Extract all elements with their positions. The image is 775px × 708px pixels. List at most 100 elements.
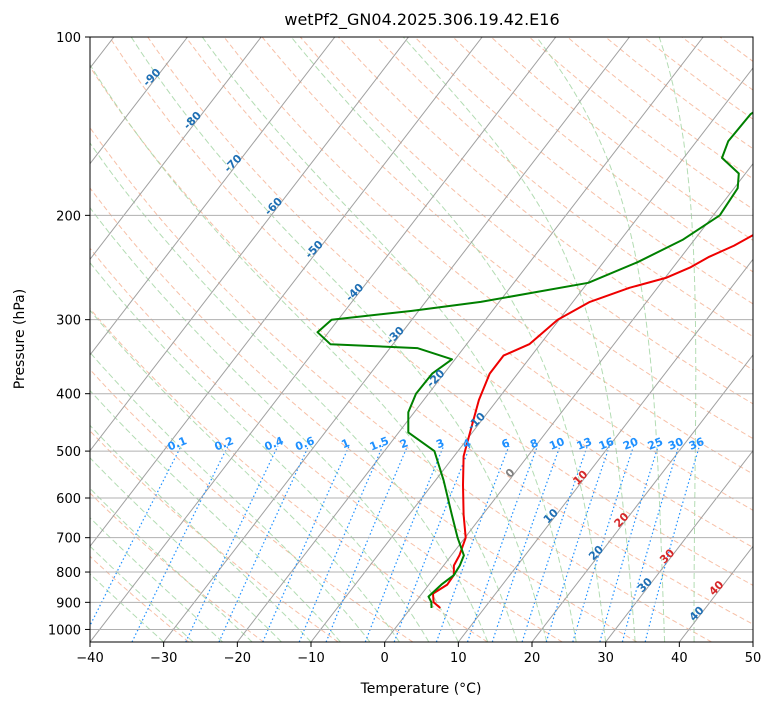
mixing-ratio-line	[491, 445, 561, 642]
mixing-ratio-line	[599, 445, 659, 642]
x-tick-label: 20	[524, 651, 541, 666]
isotherm-label: -70	[221, 152, 244, 175]
y-axis-label: Pressure (hPa)	[12, 289, 28, 389]
mixing-ratio-line	[393, 445, 471, 642]
dry-adiabat-line	[376, 37, 753, 338]
isotherm-label: -90	[140, 66, 163, 89]
isotherm-line	[90, 37, 483, 548]
mixing-ratio-label: 6	[500, 436, 512, 451]
dry-adiabat-line	[90, 492, 264, 642]
isotherm-line	[90, 37, 262, 261]
x-tick-label: 50	[745, 651, 762, 666]
y-tick-label: 800	[56, 566, 81, 581]
mixing-ratio-line	[325, 445, 409, 642]
moist-adiabat-line	[402, 37, 636, 642]
moist-adiabat-line	[201, 37, 577, 642]
moist-adiabat-line	[90, 206, 459, 642]
isotherm-label: 40	[687, 604, 707, 624]
y-tick-label: 700	[56, 532, 81, 547]
moist-adiabat-line	[90, 517, 223, 642]
dry-adiabat-line	[299, 37, 753, 405]
x-tick-label: −30	[150, 651, 177, 666]
mixing-ratio-label: 3	[434, 436, 446, 451]
dry-adiabat-line	[90, 126, 712, 642]
isotherm-label: -10	[465, 410, 488, 433]
moist-adiabat-line	[90, 63, 518, 642]
y-tick-label: 100	[56, 31, 81, 46]
y-tick-label: 1000	[48, 623, 81, 638]
x-tick-label: 40	[671, 651, 688, 666]
x-tick-label: 10	[450, 651, 467, 666]
mixing-ratio-line	[131, 445, 229, 642]
mixing-ratio-label: 1	[340, 436, 352, 451]
moist-adiabat-line	[90, 457, 282, 642]
x-axis: −40 −30 −20 −10 0 10 20 30 40 50	[76, 642, 761, 666]
x-tick-label: 30	[597, 651, 614, 666]
isotherm-label: -50	[303, 238, 326, 261]
isotherm-label: 0	[503, 466, 518, 481]
y-tick-label: 500	[56, 445, 81, 460]
moist-adiabat-line	[90, 261, 430, 642]
mixing-ratio-label: 13	[575, 435, 594, 453]
isotherm-label: 20	[586, 543, 606, 563]
isotherm-line	[90, 37, 336, 356]
pressure-gridlines	[90, 37, 753, 630]
dewpoint-profile	[316, 111, 753, 609]
x-tick-label: −40	[76, 651, 103, 666]
y-tick-label: 900	[56, 596, 81, 611]
mixing-ratio-line	[262, 445, 350, 642]
mixing-ratio-line	[545, 445, 611, 642]
dry-adiabat-line	[90, 555, 190, 642]
dry-adiabat-line	[452, 37, 753, 273]
moist-adiabat-line	[90, 487, 253, 642]
isotherm-line	[90, 37, 188, 165]
isotherm-line	[236, 37, 704, 642]
y-tick-label: 400	[56, 388, 81, 403]
mixing-ratio-label: 30	[666, 435, 685, 453]
mixing-ratio-label: 10	[547, 435, 566, 453]
dry-adiabat-line	[109, 37, 753, 586]
isotherm-label: -60	[262, 195, 285, 218]
isotherm-label: -20	[424, 367, 447, 390]
dry-adiabat-line	[90, 307, 488, 642]
dry-adiabat-line	[90, 368, 414, 642]
isotherm-line	[531, 354, 753, 642]
mixing-ratio-line	[435, 445, 510, 642]
isotherm-label: 30	[635, 575, 655, 595]
isotherm-line	[90, 37, 409, 452]
moist-adiabat-line	[90, 424, 312, 642]
mixing-ratio-line	[298, 445, 384, 642]
moist-adiabat-line	[536, 37, 666, 642]
isotherm-line	[605, 449, 753, 642]
moist-adiabat-line	[90, 309, 400, 642]
mixing-ratio-label: 16	[597, 435, 616, 453]
mixing-ratio-label: 20	[621, 435, 640, 453]
dry-adiabat-line	[719, 37, 753, 63]
moist-adiabat-line	[658, 37, 697, 642]
y-tick-label: 300	[56, 314, 81, 329]
moist-adiabat-label: 40	[706, 578, 726, 598]
dry-adiabat-line	[90, 247, 563, 642]
moist-adiabat-line	[90, 389, 341, 642]
dry-adiabat-line	[90, 187, 638, 642]
moist-adiabat-line	[90, 573, 165, 642]
isotherm-line	[90, 37, 557, 642]
mixing-ratio-label: 8	[528, 436, 540, 451]
dry-adiabat-line	[90, 65, 753, 625]
mixing-ratio-lines	[90, 445, 701, 642]
isotherm-line	[752, 641, 753, 642]
isotherm-line	[678, 545, 753, 642]
mixing-ratio-line	[466, 445, 539, 642]
x-tick-label: 0	[381, 651, 389, 666]
isotherm-line	[457, 258, 753, 642]
mixing-ratio-line	[644, 445, 701, 642]
isotherm-line	[384, 162, 753, 642]
mixing-ratio-line	[90, 445, 182, 628]
y-tick-label: 200	[56, 209, 81, 224]
y-axis: 100 200 300 400 500 600 700 800 900 1000	[48, 31, 90, 638]
mixing-ratio-label: 2	[398, 436, 410, 451]
y-tick-label: 600	[56, 492, 81, 507]
x-tick-label: −20	[224, 651, 251, 666]
isotherm-label: -40	[343, 281, 366, 304]
